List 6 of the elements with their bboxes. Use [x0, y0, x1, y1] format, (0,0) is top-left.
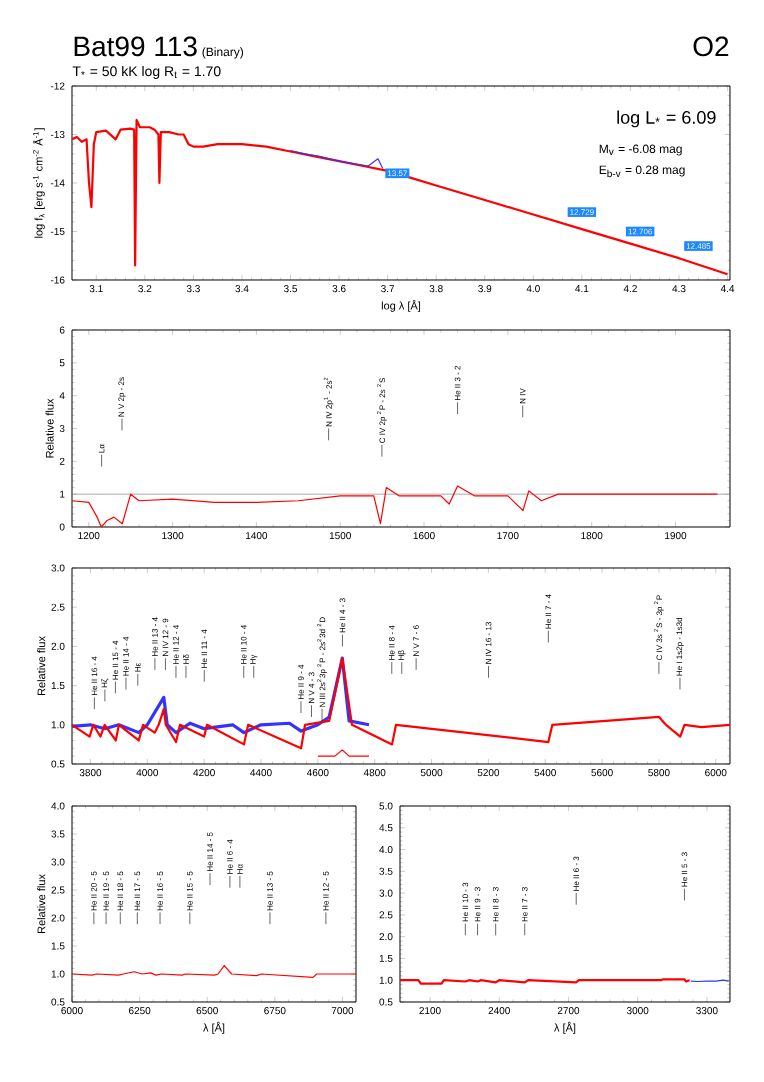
line-series: [70, 656, 371, 735]
line-series: [71, 485, 719, 528]
line-series: [70, 657, 732, 750]
annotation: log L$_{*}$ = 6.09: [617, 110, 716, 128]
chart-title: Bat99 113: [74, 36, 197, 57]
text: O2: [693, 36, 729, 57]
